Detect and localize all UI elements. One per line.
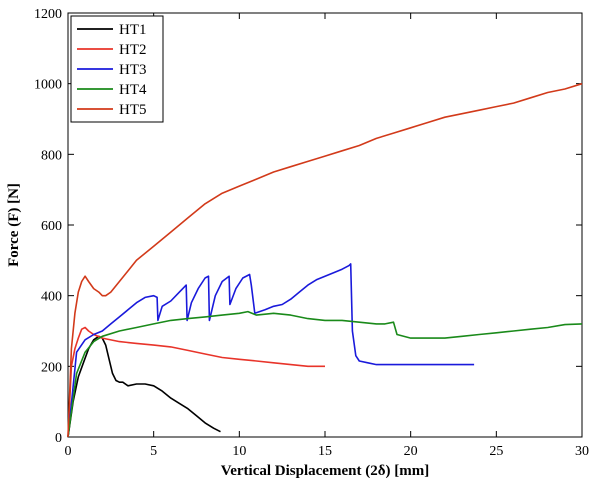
y-tick-label: 600 (41, 219, 62, 234)
series-line-ht4 (67, 310, 583, 438)
x-tick-label: 5 (150, 444, 157, 459)
legend-label: HT5 (119, 102, 147, 118)
legend-label: HT1 (119, 22, 147, 38)
legend-label: HT3 (119, 62, 147, 78)
x-tick-label: 15 (318, 444, 332, 459)
x-tick-label: 30 (575, 444, 589, 459)
x-axis-label: Vertical Displacement (2δ) [mm] (221, 463, 429, 479)
legend-label: HT2 (119, 42, 147, 58)
y-tick-label: 0 (55, 431, 62, 446)
axis-ticks: 0 5 10 15 20 25 30 0 200 400 600 800 1000 1200 (34, 7, 589, 459)
series-line-ht5 (67, 82, 583, 438)
x-tick-label: 0 (65, 444, 72, 459)
series-layer (67, 82, 583, 438)
series-line-ht3 (67, 263, 475, 438)
legend-label: HT4 (119, 82, 147, 98)
y-tick-label: 200 (41, 360, 62, 375)
x-tick-label: 20 (404, 444, 418, 459)
x-tick-label: 25 (489, 444, 503, 459)
y-tick-label: 1200 (34, 7, 62, 22)
y-axis-label: Force (F) [N] (6, 183, 22, 267)
series-line-ht2 (67, 326, 325, 438)
y-tick-label: 400 (41, 290, 62, 305)
legend: HT1 HT2 HT3 HT4 HT5 (70, 15, 164, 123)
x-tick-label: 10 (232, 444, 246, 459)
y-tick-label: 800 (41, 148, 62, 163)
y-tick-label: 1000 (34, 78, 62, 93)
